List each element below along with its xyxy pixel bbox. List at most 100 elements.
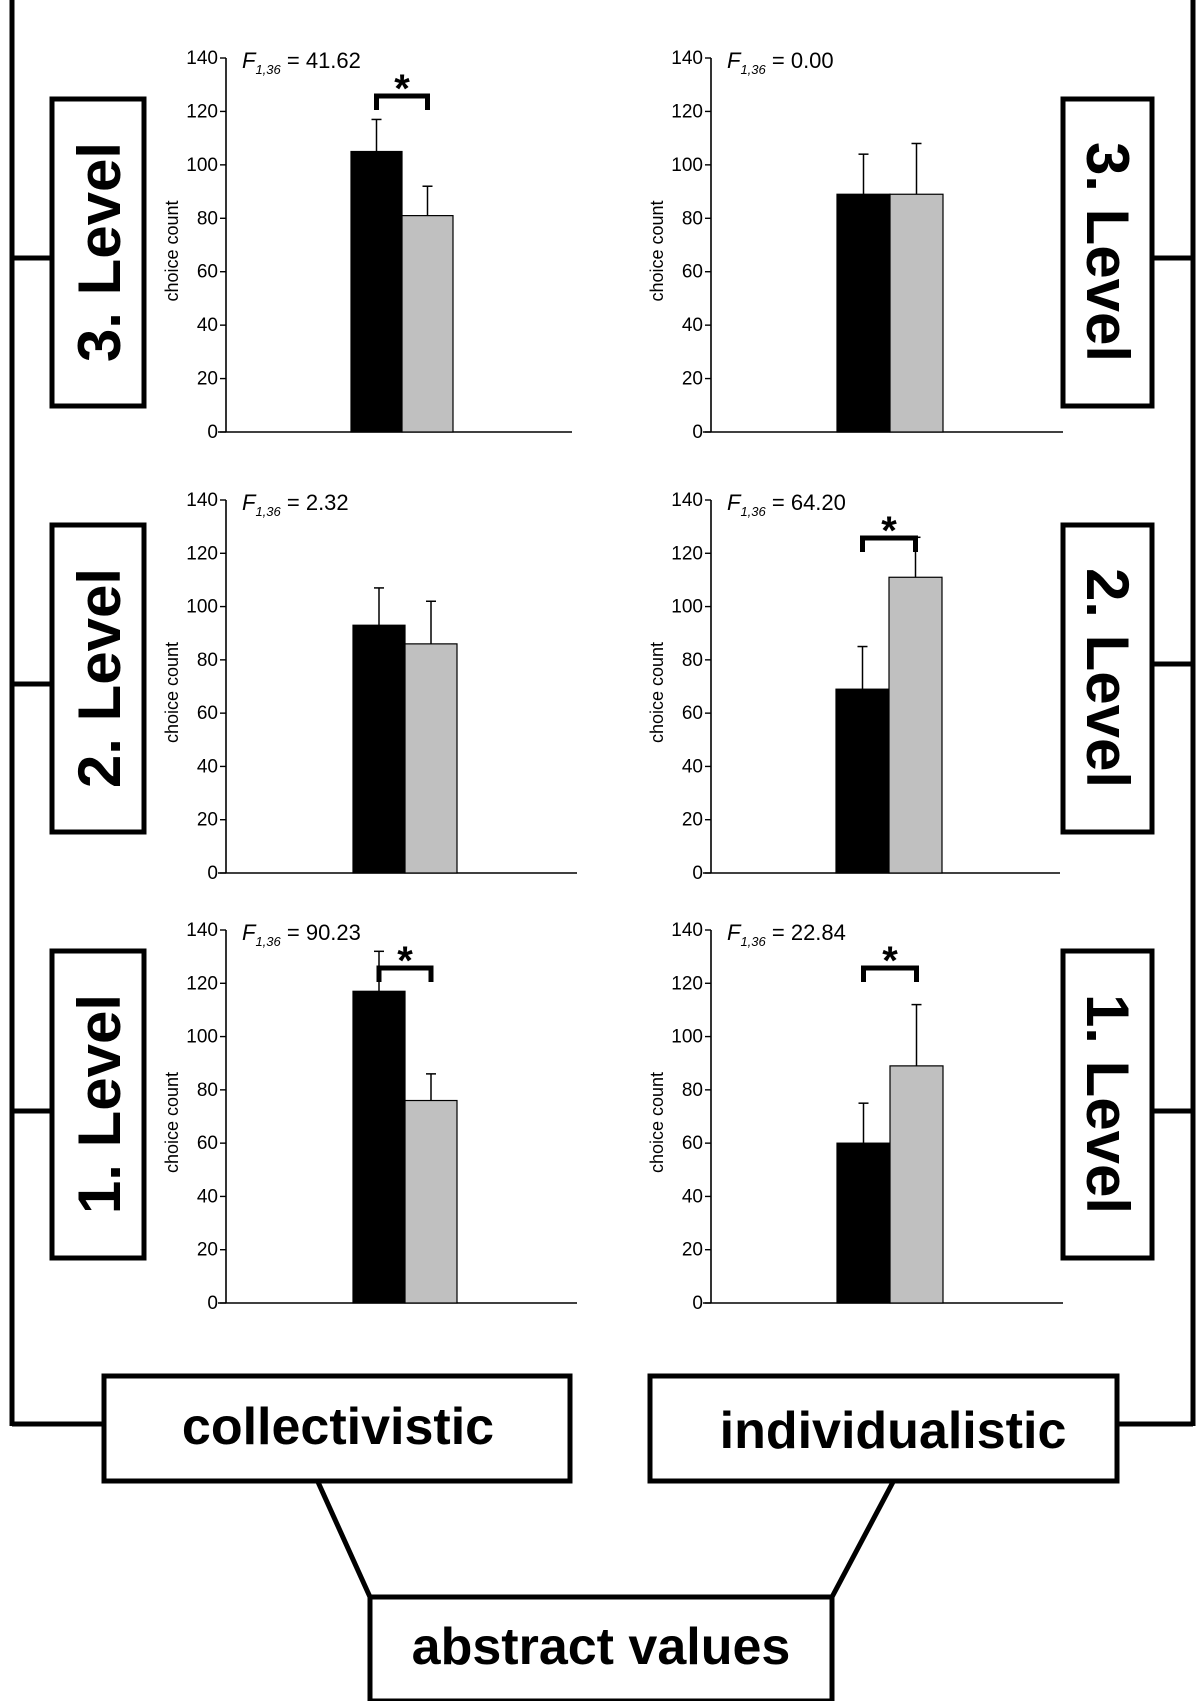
bar-series-1 (836, 1142, 891, 1304)
individualistic-label: individualistic (720, 1402, 1067, 1460)
significance-bracket (374, 93, 430, 110)
bar-series-2 (404, 643, 458, 874)
bar-series-1 (835, 688, 890, 874)
y-tick-label: 40 (197, 315, 218, 336)
y-tick-label: 20 (197, 369, 218, 390)
y-tick-label: 40 (682, 1186, 703, 1207)
collectivistic-label: collectivistic (182, 1398, 494, 1456)
hierarchy-lines (9, 0, 1196, 1599)
y-tick-label: 100 (186, 155, 218, 176)
y-tick-label: 60 (682, 1133, 703, 1154)
level1-right-label: 1. Level (1074, 994, 1141, 1214)
y-tick-label: 100 (671, 597, 703, 618)
y-tick-label: 120 (671, 543, 703, 564)
root-connector-right (829, 1480, 896, 1599)
y-tick-label: 120 (186, 101, 218, 122)
chart-individualistic-level3: 0 20 40 60 80 100 120 140 choice count F1,36 = 0.… (647, 48, 1063, 443)
y-tick-label: 140 (671, 490, 703, 511)
y-tick-label: 100 (186, 1027, 218, 1048)
f-statistic-label: F1,36 = 0.00 (727, 48, 834, 77)
level2-left-box: 2. Level (49, 522, 147, 835)
individualistic-box: individualistic (647, 1373, 1120, 1484)
y-tick-label: 60 (682, 262, 703, 283)
y-tick-label: 40 (682, 756, 703, 777)
y-axis-label: choice count (647, 642, 667, 743)
y-tick-label: 0 (207, 1293, 218, 1314)
f-statistic-label: F1,36 = 90.23 (242, 920, 361, 949)
y-tick-label: 140 (186, 490, 218, 511)
y-tick-label: 40 (197, 1186, 218, 1207)
y-tick-label: 60 (197, 262, 218, 283)
y-tick-label: 80 (682, 1080, 703, 1101)
significance-star: * (882, 939, 898, 983)
bar-series-2 (889, 193, 944, 433)
significance-star: * (394, 67, 410, 111)
y-tick-label: 20 (197, 1240, 218, 1261)
y-tick-label: 20 (682, 810, 703, 831)
y-tick-label: 80 (682, 208, 703, 229)
level1-right-box: 1. Level (1060, 948, 1155, 1261)
y-tick-label: 140 (186, 920, 218, 941)
y-tick-label: 40 (197, 756, 218, 777)
chart-individualistic-level2: 0 20 40 60 80 100 120 140 choice count F1,36 = 64… (647, 490, 1060, 884)
y-tick-label: 0 (692, 422, 703, 443)
y-tick-label: 100 (671, 1027, 703, 1048)
significance-star: * (397, 939, 413, 983)
y-tick-label: 0 (692, 863, 703, 884)
significance-bracket (376, 965, 434, 982)
y-tick-label: 140 (671, 920, 703, 941)
y-tick-label: 0 (207, 422, 218, 443)
y-tick-label: 20 (197, 810, 218, 831)
y-tick-label: 60 (682, 703, 703, 724)
y-axis-label: choice count (162, 1072, 182, 1173)
y-tick-label: 80 (197, 1080, 218, 1101)
collectivistic-box: collectivistic (101, 1373, 573, 1484)
f-statistic-label: F1,36 = 41.62 (242, 48, 361, 77)
f-statistic-label: F1,36 = 22.84 (727, 920, 846, 949)
bar-series-1 (350, 150, 403, 433)
y-tick-label: 20 (682, 369, 703, 390)
level3-left-box: 3. Level (49, 96, 147, 409)
chart-collectivistic-level1: 0 20 40 60 80 100 120 140 choice count F1,36 = 90… (162, 920, 577, 1314)
y-tick-label: 120 (186, 543, 218, 564)
f-statistic-label: F1,36 = 64.20 (727, 490, 846, 519)
y-tick-label: 0 (692, 1293, 703, 1314)
bar-series-1 (352, 990, 406, 1304)
significance-star: * (881, 509, 897, 553)
bar-series-1 (836, 193, 891, 433)
level1-left-label: 1. Level (66, 994, 133, 1214)
y-tick-label: 0 (207, 863, 218, 884)
abstract-values-box: abstract values (367, 1594, 835, 1701)
level2-left-label: 2. Level (66, 568, 133, 788)
significance-bracket (860, 535, 918, 552)
level3-left-label: 3. Level (66, 142, 133, 362)
chart-individualistic-level1: 0 20 40 60 80 100 120 140 choice count F1,36 = 22… (647, 920, 1063, 1314)
y-axis-label: choice count (162, 200, 182, 301)
y-tick-label: 140 (671, 48, 703, 69)
bar-series-1 (352, 624, 406, 874)
level1-left-box: 1. Level (49, 948, 147, 1261)
abstract-values-label: abstract values (412, 1618, 791, 1676)
bar-series-2 (888, 576, 943, 874)
y-tick-label: 60 (197, 1133, 218, 1154)
y-tick-label: 120 (186, 973, 218, 994)
y-tick-label: 100 (671, 155, 703, 176)
y-tick-label: 140 (186, 48, 218, 69)
y-tick-label: 120 (671, 973, 703, 994)
significance-bracket (861, 965, 919, 982)
y-tick-label: 20 (682, 1240, 703, 1261)
y-axis-label: choice count (647, 200, 667, 301)
y-tick-label: 80 (197, 650, 218, 671)
chart-collectivistic-level2: 0 20 40 60 80 100 120 140 choice count F1,36 = 2.… (162, 490, 577, 884)
f-statistic-label: F1,36 = 2.32 (242, 490, 349, 519)
bar-series-2 (889, 1065, 944, 1304)
y-axis-label: choice count (162, 642, 182, 743)
bar-series-2 (404, 1099, 458, 1304)
y-tick-label: 80 (197, 208, 218, 229)
root-connector-left (315, 1480, 373, 1599)
level2-right-label: 2. Level (1074, 568, 1141, 788)
y-tick-label: 40 (682, 315, 703, 336)
level2-right-box: 2. Level (1060, 522, 1155, 835)
level3-right-label: 3. Level (1074, 142, 1141, 362)
